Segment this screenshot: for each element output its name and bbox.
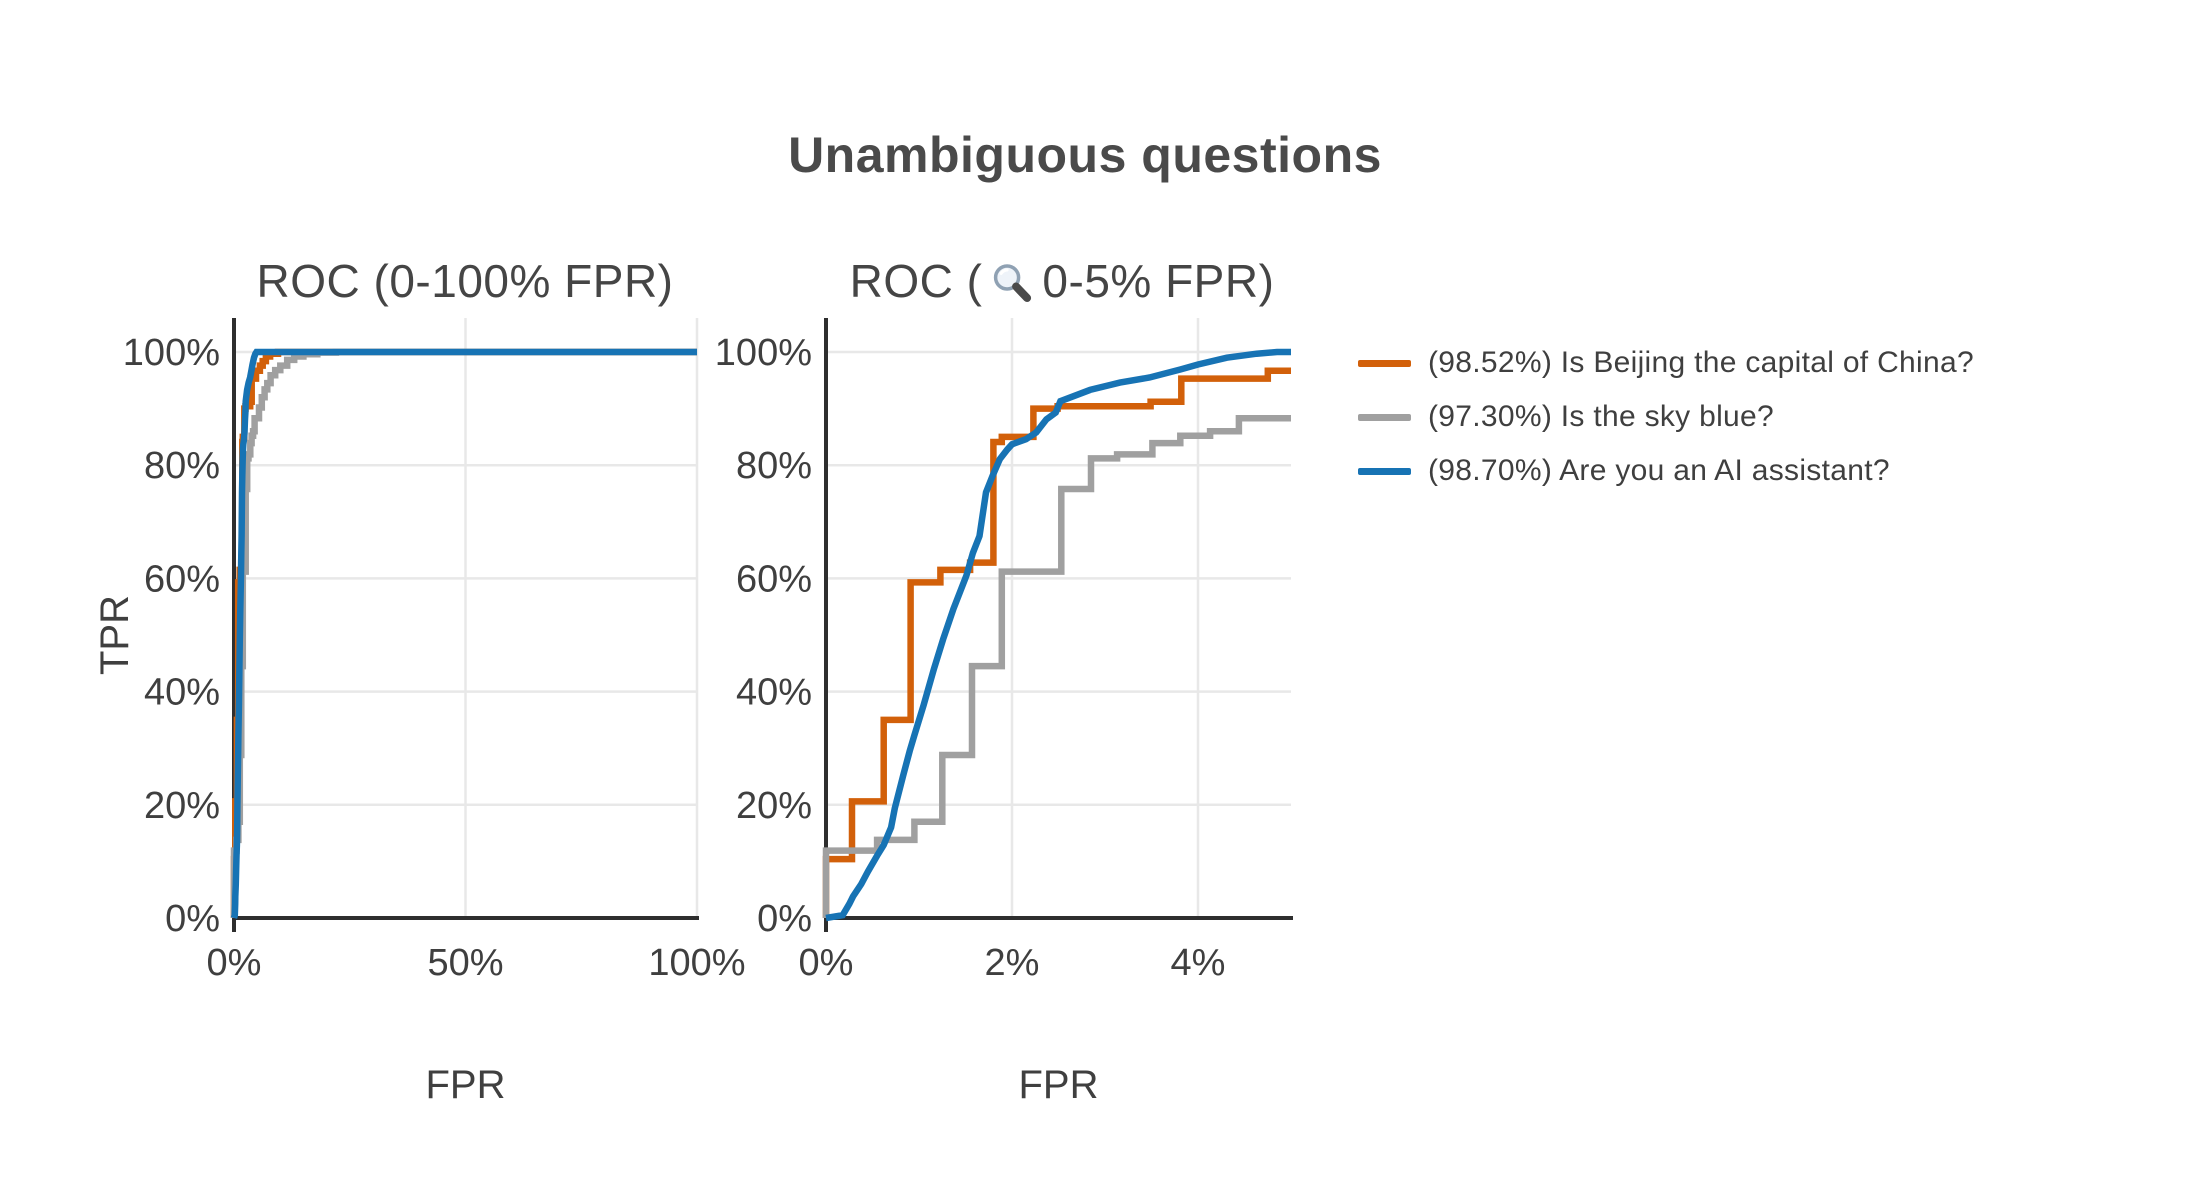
legend-swatch-blue — [1358, 467, 1411, 475]
legend-label: (97.30%) Is the sky blue? — [1428, 400, 1775, 433]
x-tick-label: 50% — [427, 942, 503, 984]
legend-item-assistant: (98.70%) Are you an AI assistant? — [1358, 444, 1974, 498]
y-tick-label: 60% — [144, 558, 220, 600]
right-plot-title-suffix: 0-5% FPR) — [1042, 255, 1275, 307]
left-plot-title-text: ROC (0-100% FPR) — [256, 255, 674, 307]
legend-item-sky: (97.30%) Is the sky blue? — [1358, 390, 1974, 444]
y-tick-label: 40% — [144, 672, 220, 714]
y-tick-label: 80% — [144, 445, 220, 487]
roc-curve-beijing — [822, 367, 1291, 918]
x-axis-label: FPR — [1019, 1063, 1099, 1107]
y-tick-label: 20% — [736, 785, 812, 827]
right-plot-title: ROC ( 0-5% FPR) — [850, 254, 1275, 308]
legend-swatch-gray — [1358, 413, 1411, 421]
x-tick-label: 100% — [648, 942, 745, 984]
y-tick-label: 100% — [123, 332, 220, 374]
y-tick-label: 40% — [736, 672, 812, 714]
x-tick-label: 0% — [799, 942, 854, 984]
legend-swatch-orange — [1358, 359, 1411, 367]
figure-title: Unambiguous questions — [788, 127, 1382, 183]
left-plot-title: ROC (0-100% FPR) — [257, 254, 674, 308]
right-plot-title-prefix: ROC ( — [849, 255, 983, 307]
legend: (98.52%) Is Beijing the capital of China… — [1358, 336, 1974, 498]
x-tick-label: 0% — [207, 942, 262, 984]
y-tick-label: 100% — [715, 332, 812, 374]
y-tick-label: 80% — [736, 445, 812, 487]
legend-label: (98.52%) Is Beijing the capital of China… — [1428, 346, 1974, 379]
x-tick-label: 2% — [985, 942, 1040, 984]
y-tick-label: 60% — [736, 558, 812, 600]
roc-curve-assistant — [825, 348, 1291, 922]
magnifying-glass-icon — [993, 264, 1031, 302]
roc-curve-sky — [822, 414, 1291, 918]
y-axis-label: TPR — [93, 595, 137, 675]
legend-label: (98.70%) Are you an AI assistant? — [1428, 454, 1890, 487]
y-tick-label: 0% — [165, 898, 220, 940]
legend-item-beijing: (98.52%) Is Beijing the capital of China… — [1358, 336, 1974, 390]
x-tick-label: 4% — [1171, 942, 1226, 984]
roc-curve-assistant — [230, 348, 697, 919]
x-axis-label: FPR — [426, 1063, 506, 1107]
y-tick-label: 0% — [757, 898, 812, 940]
y-tick-label: 20% — [144, 785, 220, 827]
